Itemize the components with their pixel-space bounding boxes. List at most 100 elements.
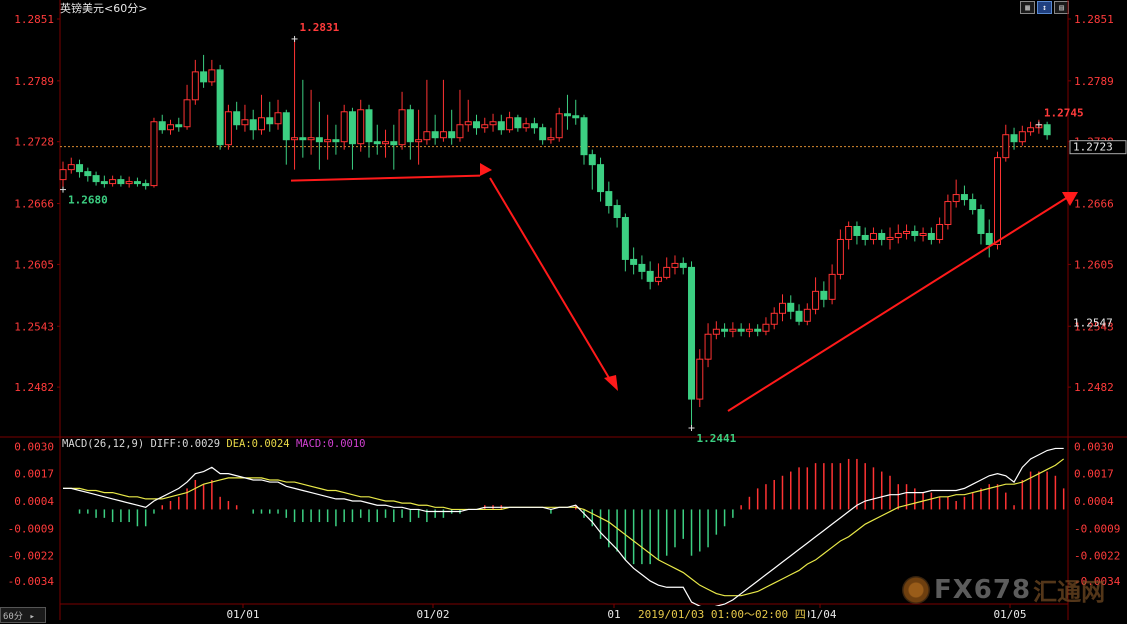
- candle-down: [853, 225, 861, 236]
- candle-down: [787, 302, 795, 312]
- watermark-cn: 汇通网: [1033, 578, 1106, 606]
- candle-down: [969, 199, 977, 211]
- candle-up: [67, 164, 75, 171]
- candle-down: [563, 113, 571, 117]
- candle-up: [886, 236, 894, 240]
- candle-up: [241, 119, 249, 126]
- candle-up: [555, 113, 563, 139]
- chart-toolbar: ▦ ↕ ▤: [1020, 1, 1069, 14]
- candle-down: [1010, 134, 1018, 143]
- candle-down: [679, 262, 687, 268]
- candle-down: [406, 109, 414, 143]
- candle-down: [216, 69, 224, 146]
- candle-up: [307, 137, 315, 141]
- candle-up: [729, 328, 737, 332]
- macd-y-tick-right: 0.0004: [1074, 495, 1114, 508]
- y-tick-left: 1.2728: [14, 136, 54, 149]
- candle-down: [158, 121, 166, 131]
- chart-title: 英镑美元<60分>: [60, 0, 148, 15]
- candle-up: [903, 230, 911, 234]
- candle-up: [812, 290, 820, 310]
- y-tick-right: 1.2543: [1074, 320, 1114, 333]
- candle-down: [348, 111, 356, 145]
- candle-down: [605, 191, 613, 207]
- candle-down: [100, 181, 108, 185]
- x-tick-label: 01: [607, 608, 620, 621]
- timeframe-tag[interactable]: 60分 ▸: [0, 607, 46, 623]
- candle-up: [415, 139, 423, 143]
- extreme-label-low: 1.2441: [697, 432, 737, 445]
- candle-down: [721, 328, 729, 332]
- candle-up: [547, 137, 555, 141]
- candle-down: [737, 328, 745, 332]
- y-tick-left: 1.2482: [14, 381, 54, 394]
- candle-down: [688, 266, 696, 400]
- candle-up: [770, 312, 778, 325]
- candle-down: [861, 234, 869, 240]
- candle-down: [588, 154, 596, 166]
- candle-up: [224, 111, 232, 146]
- y-tick-left: 1.2543: [14, 320, 54, 333]
- candle-up: [167, 124, 175, 131]
- candle-down: [539, 127, 547, 141]
- marker-price-label: 1.2547: [1073, 316, 1113, 329]
- candle-up: [944, 201, 952, 226]
- macd-y-tick-left: -0.0009: [8, 522, 54, 535]
- arrow-flat-head: [480, 163, 492, 176]
- candle-up: [869, 232, 877, 240]
- candle-up: [357, 109, 365, 145]
- macd-y-tick-right: -0.0009: [1074, 522, 1120, 535]
- extreme-label-low: 1.2680: [68, 194, 108, 207]
- candle-up: [663, 266, 671, 278]
- candle-down: [597, 164, 605, 193]
- candle-up: [994, 157, 1002, 245]
- candle-up: [398, 109, 406, 146]
- y-tick-right: 1.2789: [1074, 75, 1114, 88]
- arrow-flat: [290, 174, 481, 182]
- candle-up: [936, 224, 944, 240]
- candle-down: [175, 124, 183, 128]
- candle-up: [109, 179, 117, 185]
- candle-up: [291, 137, 299, 141]
- macd-y-tick-left: 0.0004: [14, 495, 54, 508]
- candle-down: [820, 290, 828, 300]
- watermark-brand: FX678: [934, 574, 1032, 605]
- candle-up: [274, 112, 282, 125]
- candle-up: [183, 99, 191, 128]
- candle-down: [572, 115, 580, 119]
- grid-icon[interactable]: ▦: [1020, 1, 1035, 14]
- candle-down: [249, 119, 257, 131]
- candle-down: [927, 232, 935, 240]
- candle-up: [522, 123, 530, 129]
- candle-down: [431, 131, 439, 139]
- candle-up: [828, 273, 836, 300]
- extreme-label-high: 1.2831: [300, 21, 340, 34]
- candle-up: [125, 181, 133, 185]
- y-tick-right: 1.2666: [1074, 198, 1114, 211]
- timeframe-label: <60分>: [104, 2, 148, 15]
- candle-down: [332, 139, 340, 143]
- settings-icon[interactable]: ▤: [1054, 1, 1069, 14]
- candle-up: [191, 71, 199, 101]
- candle-up: [778, 302, 786, 314]
- candle-down: [638, 263, 646, 272]
- indicator-icon[interactable]: ↕: [1037, 1, 1052, 14]
- candle-down: [754, 328, 762, 332]
- y-tick-left: 1.2666: [14, 198, 54, 211]
- candle-up: [952, 194, 960, 203]
- candle-up: [439, 131, 447, 139]
- candle-up: [836, 238, 844, 275]
- macd-params: MACD(26,12,9): [62, 438, 145, 450]
- arrow-down: [489, 177, 613, 384]
- macd-y-tick-left: -0.0022: [8, 550, 54, 563]
- candle-up: [150, 121, 158, 187]
- macd-y-tick-left: 0.0030: [14, 440, 54, 453]
- candle-up: [481, 124, 489, 129]
- candle-up: [845, 225, 853, 240]
- candle-up: [59, 169, 67, 181]
- candle-down: [84, 171, 92, 177]
- symbol-title: 英镑美元: [60, 2, 104, 15]
- candle-down: [613, 205, 621, 219]
